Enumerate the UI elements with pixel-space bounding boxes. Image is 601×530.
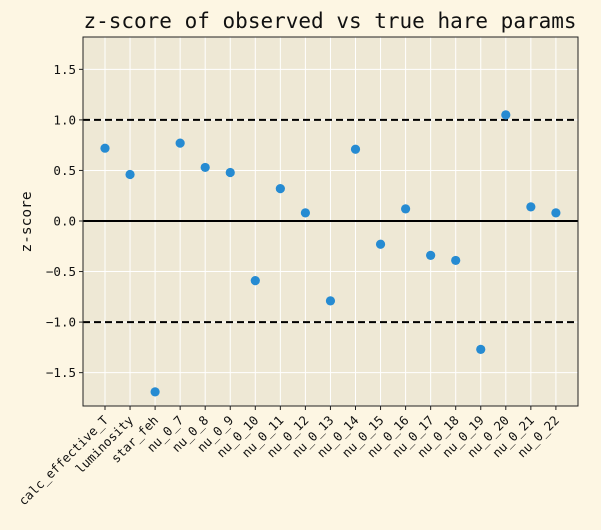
data-point — [551, 208, 561, 218]
y-tick-label: 1.5 — [53, 62, 76, 77]
y-tick-label: −0.5 — [46, 264, 76, 279]
data-point — [100, 143, 110, 153]
y-tick-label: 0.5 — [53, 163, 76, 178]
data-points — [100, 110, 561, 397]
data-point — [150, 387, 160, 397]
y-tick-label: −1.0 — [46, 315, 76, 330]
data-point — [426, 250, 436, 260]
y-tick-label: −1.5 — [46, 365, 76, 380]
data-point — [350, 144, 361, 154]
data-point — [375, 239, 386, 249]
data-point — [275, 184, 285, 194]
data-point — [225, 167, 235, 178]
y-axis-label: z-score — [19, 191, 35, 252]
data-point — [175, 138, 185, 148]
data-point — [526, 202, 536, 212]
data-point — [476, 344, 486, 354]
data-point — [250, 276, 260, 286]
data-point — [501, 110, 511, 120]
y-axis-ticks: −1.5 −1.0 −0.5 0.0 0.5 1.0 1.5 — [46, 62, 83, 380]
data-point — [200, 162, 210, 173]
data-point — [401, 204, 411, 214]
data-point — [125, 169, 135, 180]
reference-lines — [83, 118, 578, 324]
y-tick-label: 0.0 — [53, 213, 76, 228]
x-axis-ticks: calc_effective_Tluminositystar_fehnu_0_7… — [15, 406, 562, 508]
chart-title: z-score of observed vs true hare params — [83, 9, 576, 33]
data-point — [325, 296, 336, 306]
data-point — [300, 208, 310, 218]
y-tick-label: 1.0 — [53, 112, 76, 127]
data-point — [451, 255, 461, 266]
